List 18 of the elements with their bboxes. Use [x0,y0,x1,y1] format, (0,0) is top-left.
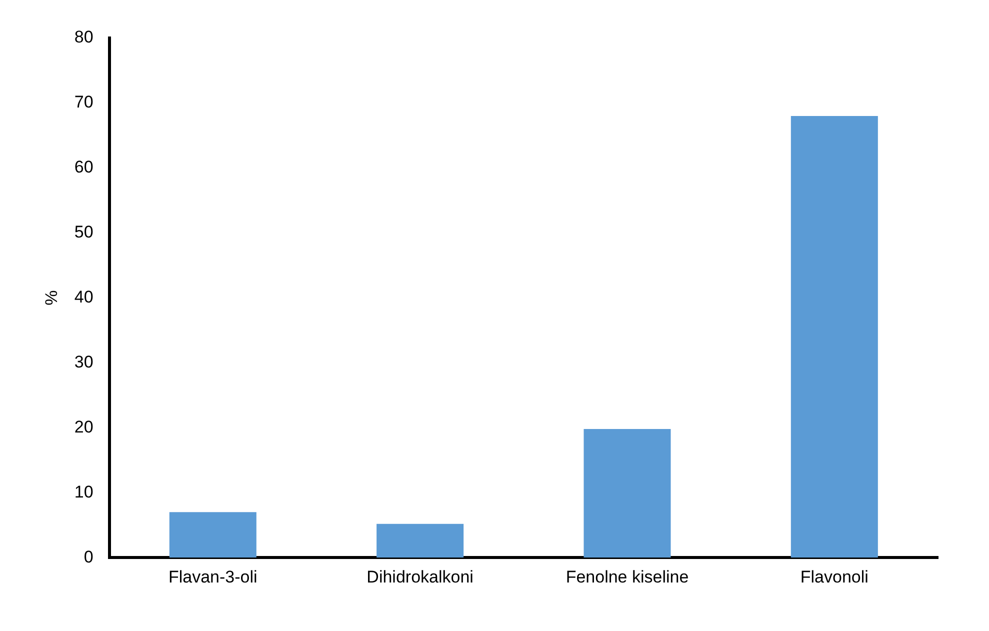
x-tick-label: Fenolne kiseline [566,567,689,586]
x-tick-label: Dihidrokalkoni [366,567,474,586]
y-tick-label: 60 [74,158,94,177]
y-tick-label: 30 [74,352,94,372]
y-axis-title: % [42,290,61,306]
y-tick-label: 80 [74,28,94,47]
bar [169,512,256,558]
x-tick-label: Flavonoli [800,567,868,586]
y-tick-label: 70 [74,92,94,112]
y-tick-label: 0 [84,547,94,566]
bar [376,524,464,558]
y-tick-label: 20 [74,417,94,436]
bar [584,429,671,558]
y-tick-label: 40 [74,287,94,306]
y-tick-label: 50 [74,222,94,242]
bar [790,116,878,558]
x-tick-label: Flavan-3-oli [168,567,258,586]
y-tick-label: 10 [74,482,94,502]
